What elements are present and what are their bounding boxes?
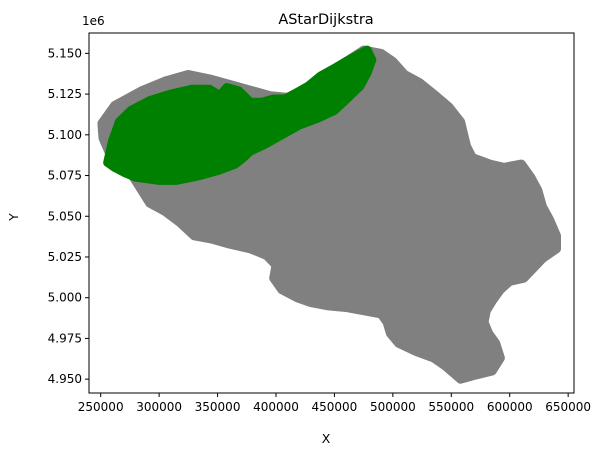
y-tick-label: 5.075	[48, 169, 82, 183]
x-tick-label: 600000	[487, 400, 533, 414]
y-tick-label: 5.000	[48, 291, 82, 305]
x-tick-label: 450000	[312, 400, 358, 414]
x-tick-label: 400000	[253, 400, 299, 414]
x-tick-label: 550000	[428, 400, 474, 414]
y-offset-label: 1e6	[82, 14, 105, 28]
y-axis: 4.950 4.975 5.000 5.025 5.050 5.075 5.100 5.125…	[48, 46, 89, 386]
y-tick-label: 4.950	[48, 372, 82, 386]
series-1-region	[103, 45, 377, 185]
series-1	[103, 45, 377, 185]
x-tick-label: 350000	[195, 400, 241, 414]
y-tick-label: 5.100	[48, 128, 82, 142]
x-axis-label: X	[322, 431, 331, 446]
y-tick-label: 4.975	[48, 331, 82, 345]
x-tick-label: 500000	[370, 400, 416, 414]
y-tick-label: 5.050	[48, 209, 82, 223]
y-tick-label: 5.125	[48, 87, 82, 101]
plot-frame	[88, 32, 575, 394]
plot-layer	[97, 45, 561, 384]
x-axis: 250000 300000 350000 400000 450000 500000 5500…	[78, 393, 591, 414]
y-tick-label: 5.025	[48, 250, 82, 264]
chart-title: AStarDijkstra	[278, 12, 373, 28]
y-tick-label: 5.150	[48, 46, 82, 60]
x-tick-label: 650000	[545, 400, 591, 414]
x-tick-label: 300000	[136, 400, 182, 414]
x-tick-label: 250000	[78, 400, 124, 414]
y-axis-label: Y	[6, 213, 21, 222]
